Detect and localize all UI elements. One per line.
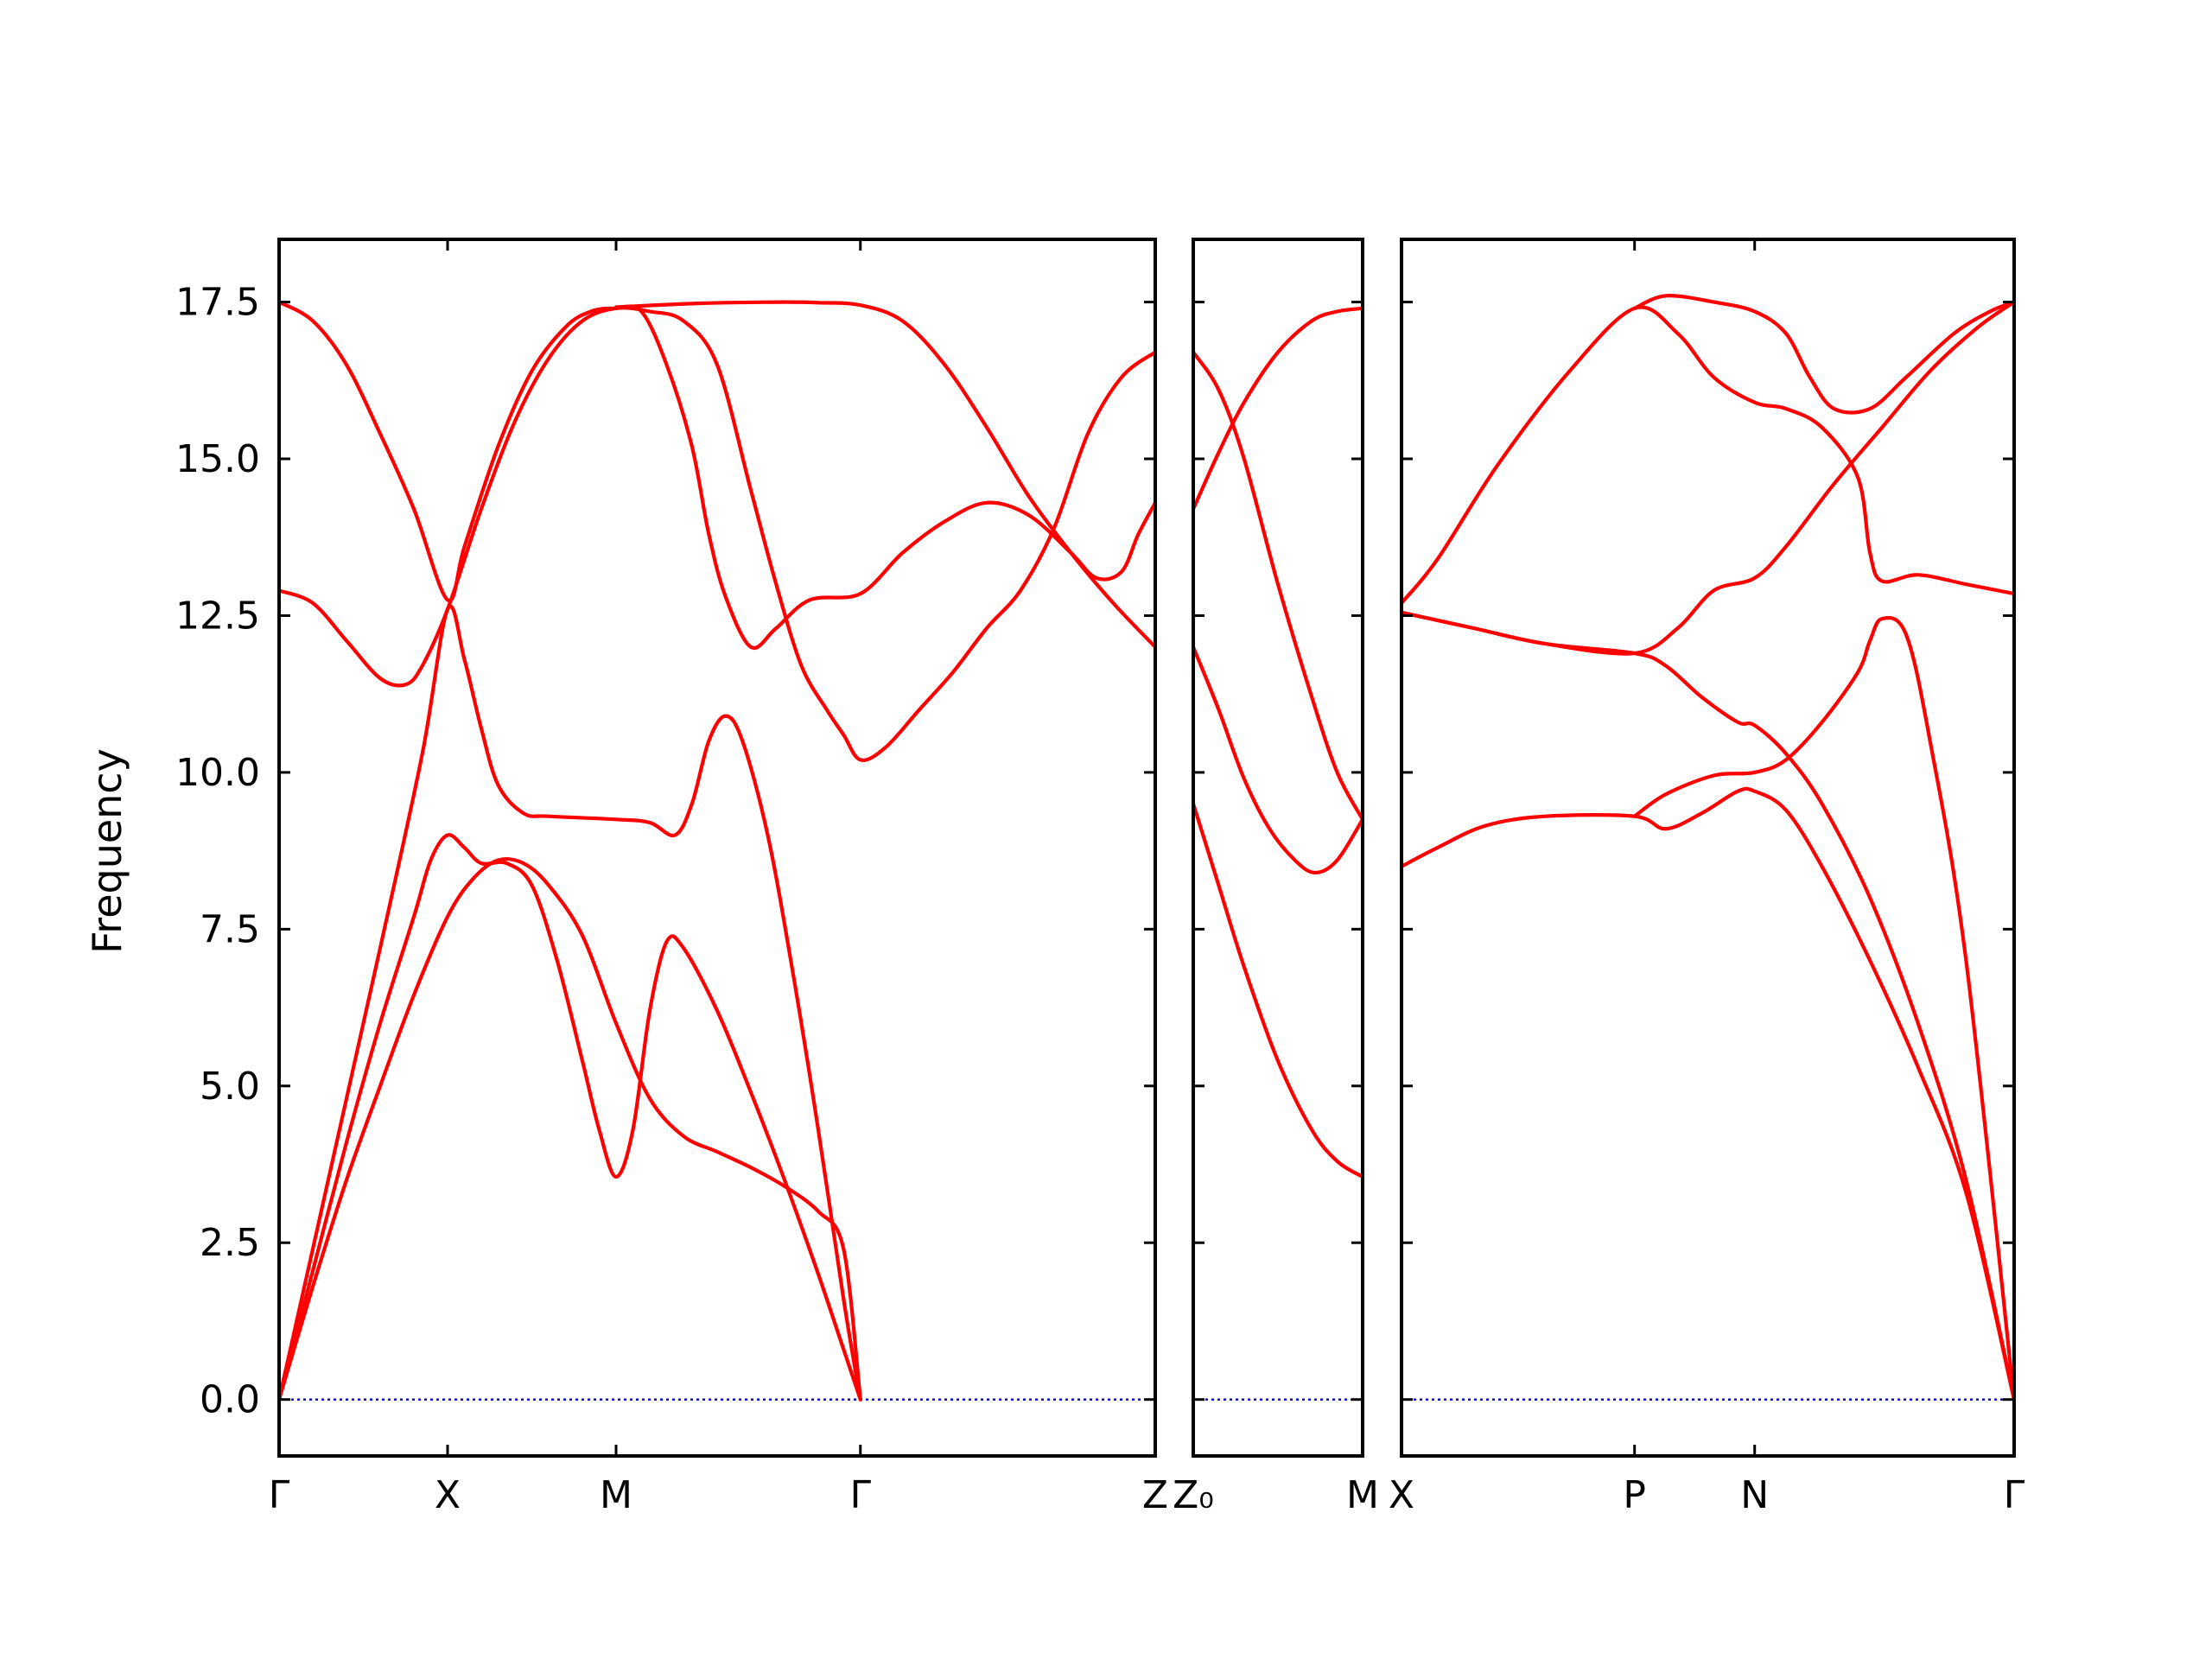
band-5 [279,300,1155,651]
x-tick-label: Γ [849,1473,871,1517]
band-4 [1193,350,1363,822]
band-2 [1193,645,1363,875]
y-tick-label: 5.0 [200,1065,260,1109]
band-lines [1193,306,1363,1179]
band-3 [1632,615,2014,1402]
plot-panels: 0.02.55.07.510.012.515.017.5Γ X M Γ Z Z₀ M X P N Γ [175,238,2025,1517]
band-2 [1402,610,2014,1402]
y-tick-label: 12.5 [175,594,260,638]
y-tick-label: 15.0 [175,437,260,481]
x-tick-label: Γ [269,1473,290,1517]
y-tick-label: 10.0 [175,751,260,795]
band-1 [279,856,862,1402]
band-5 [1402,305,2014,605]
y-tick-label: 0.0 [200,1378,260,1422]
x-tick-label: M [1346,1473,1379,1517]
y-tick-label: 7.5 [200,907,260,951]
panel-frame [277,238,1157,1458]
y-axis-label: Frequency [84,748,130,954]
band-lines [279,300,1155,1402]
x-tick-label: Z₀ [1173,1473,1214,1517]
band-lines [1402,294,2014,1402]
band-6 [613,300,1155,649]
y-tick-label: 2.5 [200,1221,260,1265]
x-tick-label: Γ [2004,1473,2025,1517]
panel-frame [1400,238,2016,1458]
x-tick-label: X [435,1473,461,1517]
panel-frame [1192,238,1364,1458]
x-tick-label: X [1389,1473,1414,1517]
x-tick-label: Z [1142,1473,1168,1517]
band-4 [1402,300,2014,656]
band-1 [1193,802,1363,1179]
panel-1: 0.0 2.5 5.0 7.5 10.0 12.5 15.0 17.5 Γ X M Γ Z [175,238,1168,1517]
band-3 [279,604,862,1402]
band-4 [279,306,1155,762]
x-tick-label: N [1740,1473,1769,1517]
band-3 [1193,306,1363,512]
y-tick-label: 17.5 [175,281,260,325]
band-2 [279,833,862,1402]
x-tick-label: P [1623,1473,1646,1517]
band-1 [1402,786,2014,1402]
panel-2: Z₀ M [1173,238,1379,1517]
x-tick-label: M [600,1473,632,1517]
band-6 [1632,294,2014,415]
